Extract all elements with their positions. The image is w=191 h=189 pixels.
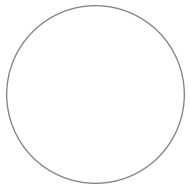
Circle shape: [39, 85, 43, 89]
Circle shape: [7, 6, 184, 183]
Circle shape: [113, 144, 116, 147]
Circle shape: [20, 74, 24, 77]
FancyBboxPatch shape: [91, 54, 100, 60]
Circle shape: [20, 96, 24, 100]
Circle shape: [45, 61, 52, 68]
FancyBboxPatch shape: [63, 57, 128, 76]
FancyBboxPatch shape: [67, 34, 124, 55]
FancyBboxPatch shape: [124, 57, 173, 102]
Circle shape: [26, 73, 29, 77]
Text: Mg₂(Si,Sn): Mg₂(Si,Sn): [35, 116, 80, 125]
Circle shape: [63, 34, 128, 98]
Circle shape: [29, 79, 33, 83]
Circle shape: [11, 95, 18, 102]
Circle shape: [152, 72, 167, 87]
FancyBboxPatch shape: [52, 129, 131, 166]
FancyBboxPatch shape: [102, 54, 112, 60]
Circle shape: [37, 72, 44, 79]
FancyBboxPatch shape: [48, 28, 143, 142]
Circle shape: [97, 151, 102, 155]
FancyBboxPatch shape: [79, 54, 89, 60]
Circle shape: [18, 61, 25, 68]
FancyBboxPatch shape: [39, 38, 152, 132]
Circle shape: [129, 69, 149, 90]
Circle shape: [39, 85, 43, 89]
Circle shape: [11, 72, 18, 79]
Circle shape: [12, 85, 16, 89]
Circle shape: [18, 84, 25, 90]
Circle shape: [45, 84, 52, 90]
Circle shape: [65, 11, 126, 72]
FancyBboxPatch shape: [58, 57, 133, 113]
Circle shape: [37, 95, 44, 102]
Circle shape: [26, 97, 29, 101]
Circle shape: [69, 146, 76, 153]
